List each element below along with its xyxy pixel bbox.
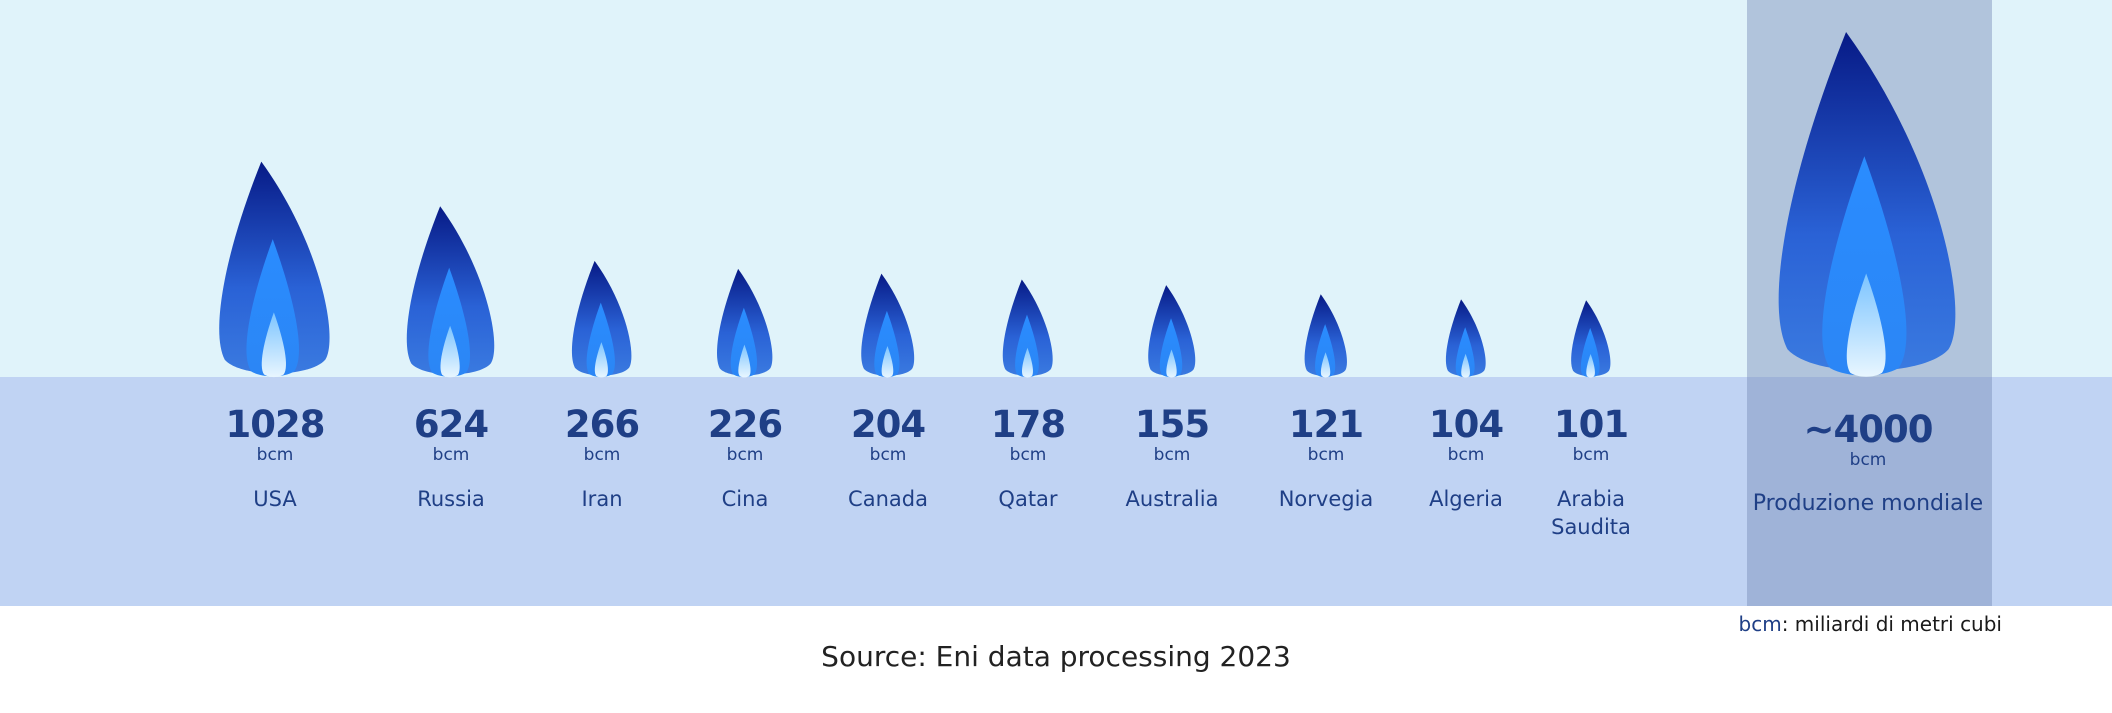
flame-0-core [261,312,286,378]
flame-2-core [594,342,608,378]
world-name: Produzione mondiale [1752,491,1984,516]
country-label-group: 178 bcm Qatar [990,403,1066,513]
flame-world-core [1846,273,1886,377]
flame-0-mid [246,239,299,377]
flame-1-mid [428,267,471,377]
flame-2-mid [586,302,615,378]
flame-0 [219,161,330,378]
flame-8 [1445,299,1486,378]
flame-7-mid [1315,324,1336,378]
country-label-group: 104 bcm Algeria [1428,403,1504,513]
legend-text: : miliardi di metri cubi [1781,612,2002,636]
country-name: USA [253,487,297,511]
flame-6-mid [1159,318,1183,378]
flame-8-mid [1455,327,1475,378]
value-label: 101 [1553,403,1629,446]
country-label-group: 266 bcm Iran [564,403,640,513]
flame-2 [571,260,632,378]
flame-9-mid [1580,327,1600,378]
unit-label: bcm [869,445,907,465]
flame-4-core [881,345,894,378]
country-label-group: 624 bcm Russia [413,403,489,513]
country-name: Cina [721,487,769,511]
flame-5 [1002,279,1053,378]
background-lower [0,377,2112,606]
country-label-group: 204 bcm Canada [848,405,928,513]
unit-label: bcm [726,445,764,465]
unit-label: bcm [1009,445,1047,465]
value-label: 266 [564,403,640,446]
world-unit-label: bcm [1849,450,1887,470]
unit-label: bcm [1572,445,1610,465]
value-label: 121 [1288,403,1364,446]
flame-7-core [1320,352,1331,378]
flame-5-mid [1015,314,1039,378]
flame-1-core [440,325,460,378]
flame-1 [406,206,495,378]
value-label: 204 [850,403,926,446]
unit-label: bcm [432,445,470,465]
country-label-group: 101 bcm Arabia Saudita [1531,405,1651,541]
flame-3-mid [730,307,758,378]
flame-3-core [738,344,751,378]
legend-abbr: bcm [1738,612,1782,636]
flame-6 [1148,285,1196,378]
country-label-group: 226 bcm Cina [707,403,783,513]
value-label: 178 [990,403,1066,446]
flame-8-core [1461,353,1470,378]
flame-7 [1304,294,1347,378]
value-label: 155 [1134,403,1210,446]
country-label-group: 1028 bcm USA [225,403,326,513]
country-name: Arabia Saudita [1551,487,1631,539]
value-label: 226 [707,403,783,446]
flame-6-core [1166,349,1177,378]
legend: bcm: miliardi di metri cubi [1739,612,2002,636]
unit-label: bcm [583,445,621,465]
source-note: Source: Eni data processing 2023 [821,640,1291,673]
country-label-group: 155 bcm Australia [1126,405,1219,513]
flame-4 [861,273,915,378]
flame-9 [1571,300,1611,378]
flame-4-mid [874,310,900,378]
value-label: 1028 [225,403,326,446]
unit-label: bcm [256,445,294,465]
flame-9-core [1586,353,1595,378]
value-label: 624 [413,403,489,446]
country-name: Algeria [1429,487,1503,511]
country-name: Canada [848,487,928,511]
background-upper [0,0,2112,377]
flame-world [1778,32,1956,377]
country-name: Australia [1125,487,1219,511]
flame-5-core [1021,347,1033,378]
unit-label: bcm [1447,445,1485,465]
unit-label: bcm [1307,445,1345,465]
country-label-group: 121 bcm Norvegia [1279,405,1374,513]
value-label: 104 [1428,403,1504,446]
country-name: Norvegia [1278,487,1374,511]
unit-label: bcm [1153,445,1191,465]
country-name: Iran [581,487,623,511]
country-name: Russia [417,487,485,511]
country-name: Qatar [998,487,1058,511]
flame-3 [716,268,773,378]
world-label-group: ~4000 bcm Produzione mondiale [1753,410,1983,518]
flame-world-mid [1822,156,1907,376]
world-value-label: ~4000 [1803,408,1934,451]
